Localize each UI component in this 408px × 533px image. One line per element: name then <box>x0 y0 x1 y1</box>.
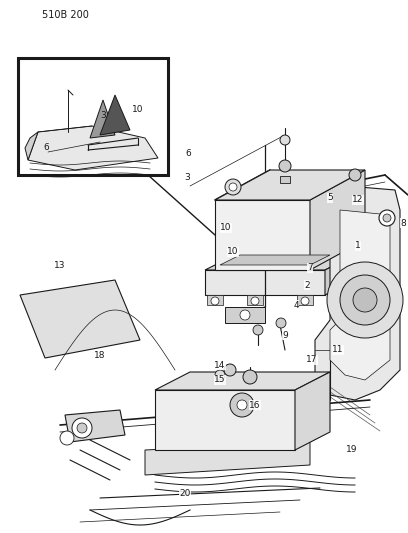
Circle shape <box>224 364 236 376</box>
Text: 3: 3 <box>100 111 106 120</box>
Polygon shape <box>20 280 140 358</box>
Polygon shape <box>325 250 365 295</box>
Circle shape <box>253 325 263 335</box>
Polygon shape <box>220 255 330 265</box>
Polygon shape <box>330 210 390 380</box>
Circle shape <box>215 370 225 380</box>
Text: 11: 11 <box>332 345 344 354</box>
Circle shape <box>72 418 92 438</box>
Circle shape <box>77 423 87 433</box>
Polygon shape <box>215 200 310 270</box>
Circle shape <box>379 210 395 226</box>
Circle shape <box>279 160 291 172</box>
Polygon shape <box>225 307 265 323</box>
Polygon shape <box>297 295 313 305</box>
Text: 15: 15 <box>214 376 226 384</box>
Circle shape <box>276 318 286 328</box>
Polygon shape <box>205 250 365 270</box>
Polygon shape <box>295 372 330 450</box>
Circle shape <box>60 431 74 445</box>
Bar <box>18 58 168 175</box>
Circle shape <box>243 370 257 384</box>
Text: 6: 6 <box>43 143 49 152</box>
Polygon shape <box>145 442 310 475</box>
Text: 8: 8 <box>400 219 406 228</box>
Circle shape <box>225 179 241 195</box>
Text: 2: 2 <box>304 280 310 289</box>
Text: 7: 7 <box>307 263 313 272</box>
Text: 10: 10 <box>220 223 232 232</box>
Polygon shape <box>155 372 330 390</box>
Text: 17: 17 <box>306 356 318 365</box>
Circle shape <box>349 169 361 181</box>
Circle shape <box>280 135 290 145</box>
Polygon shape <box>25 132 38 160</box>
Polygon shape <box>315 185 400 400</box>
Text: 20: 20 <box>179 489 191 497</box>
Text: 4: 4 <box>293 301 299 310</box>
Polygon shape <box>28 126 158 170</box>
Polygon shape <box>207 295 223 305</box>
Circle shape <box>237 400 247 410</box>
Text: 1: 1 <box>355 241 361 251</box>
Polygon shape <box>247 295 263 305</box>
Circle shape <box>301 297 309 305</box>
Polygon shape <box>155 390 295 450</box>
Bar <box>280 176 290 183</box>
Polygon shape <box>215 170 365 200</box>
Text: 16: 16 <box>249 400 261 409</box>
Circle shape <box>327 262 403 338</box>
Text: 5: 5 <box>327 193 333 203</box>
Polygon shape <box>100 95 130 135</box>
Text: 18: 18 <box>94 351 106 359</box>
Circle shape <box>383 214 391 222</box>
Text: 10: 10 <box>227 247 239 256</box>
Circle shape <box>340 275 390 325</box>
Text: 12: 12 <box>353 196 364 205</box>
Text: 13: 13 <box>54 261 66 270</box>
Polygon shape <box>65 410 125 442</box>
Text: 14: 14 <box>214 360 226 369</box>
Circle shape <box>229 183 237 191</box>
Circle shape <box>211 297 219 305</box>
Text: 10: 10 <box>132 106 144 115</box>
Circle shape <box>353 288 377 312</box>
Text: 6: 6 <box>185 149 191 157</box>
Text: 3: 3 <box>184 174 190 182</box>
Text: 9: 9 <box>282 330 288 340</box>
Polygon shape <box>90 100 115 138</box>
Circle shape <box>251 297 259 305</box>
Circle shape <box>230 393 254 417</box>
Text: 510B 200: 510B 200 <box>42 10 89 20</box>
Polygon shape <box>310 170 365 270</box>
Polygon shape <box>205 270 325 295</box>
Text: 19: 19 <box>346 446 358 455</box>
Circle shape <box>240 310 250 320</box>
